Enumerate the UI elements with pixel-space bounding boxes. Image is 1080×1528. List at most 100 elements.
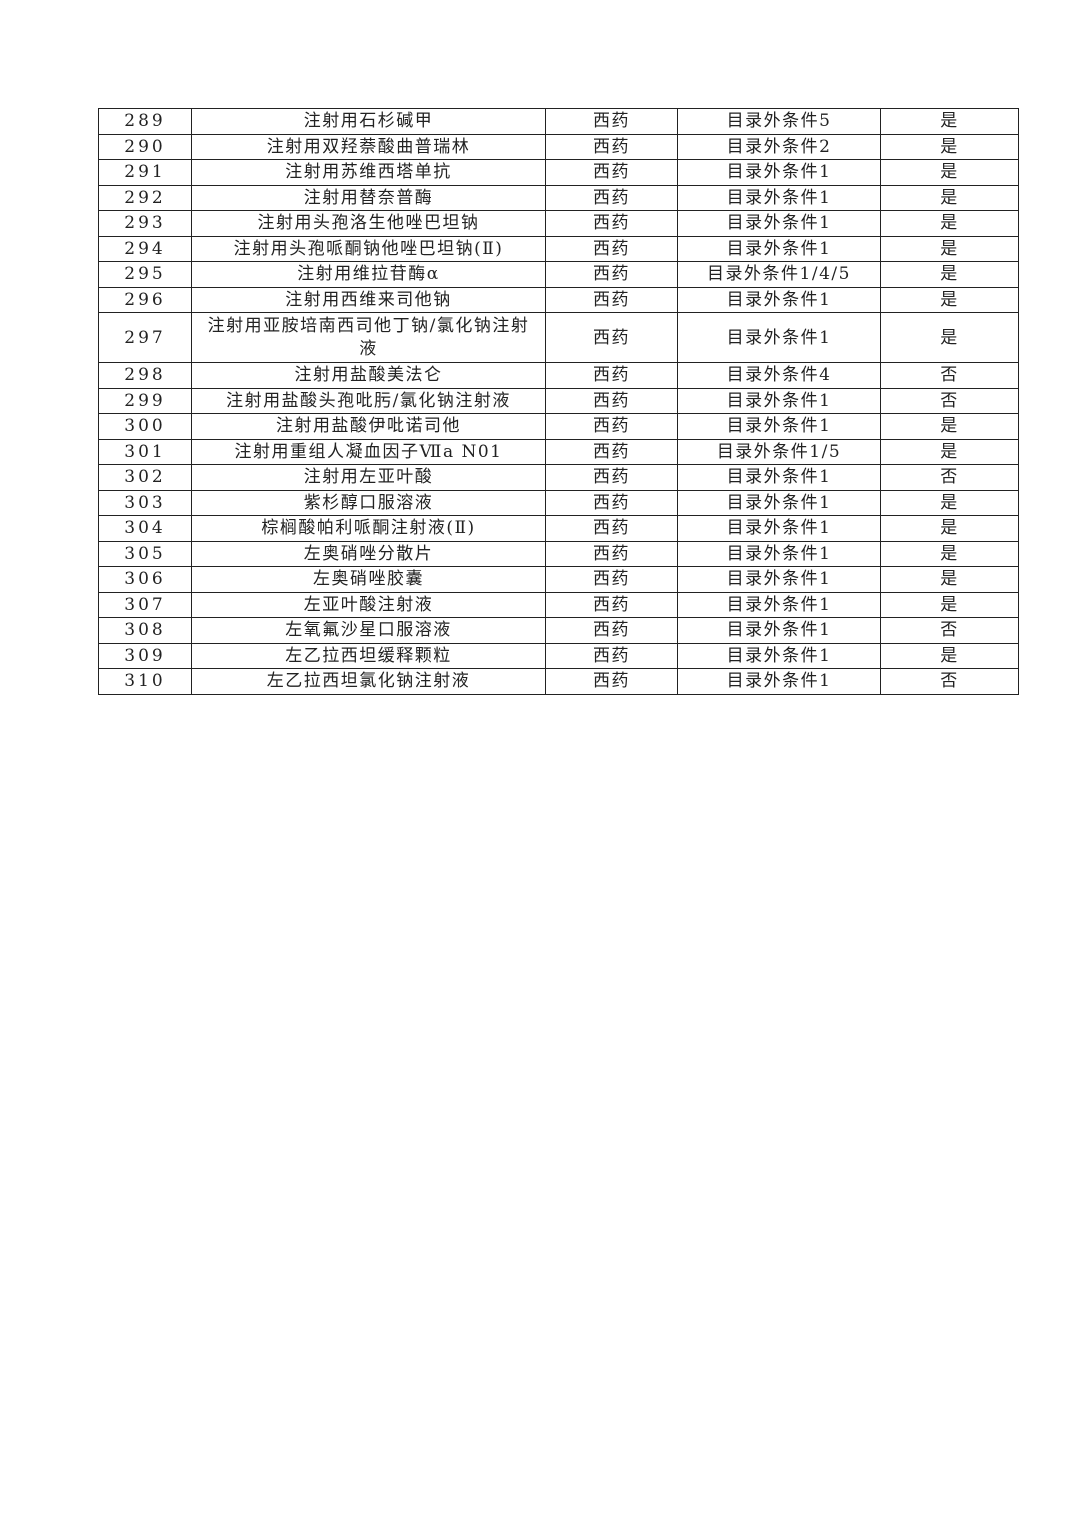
condition-cell: 目录外条件1 xyxy=(677,566,881,593)
drug-type-cell: 西药 xyxy=(545,261,678,288)
row-number-cell: 297 xyxy=(98,312,192,363)
drug-type-cell: 西药 xyxy=(545,312,678,363)
row-number-cell: 300 xyxy=(98,413,192,440)
row-number-cell: 298 xyxy=(98,362,192,389)
condition-cell: 目录外条件1 xyxy=(677,515,881,542)
flag-cell: 是 xyxy=(880,261,1019,288)
drug-name-cell: 左乙拉西坦缓释颗粒 xyxy=(191,642,546,669)
table-row: 294 注射用头孢哌酮钠他唑巴坦钠(Ⅱ) 西药 目录外条件1 是 xyxy=(98,235,1019,262)
drug-type-cell: 西药 xyxy=(545,387,678,414)
drug-type-cell: 西药 xyxy=(545,184,678,211)
condition-cell: 目录外条件1 xyxy=(677,591,881,618)
table-row: 301 注射用重组人凝血因子Ⅶa N01 西药 目录外条件1/5 是 xyxy=(98,438,1019,465)
row-number-cell: 296 xyxy=(98,286,192,313)
table-row: 300 注射用盐酸伊吡诺司他 西药 目录外条件1 是 xyxy=(98,413,1019,440)
drug-type-cell: 西药 xyxy=(545,515,678,542)
drug-name-cell: 紫杉醇口服溶液 xyxy=(191,489,546,516)
drug-type-cell: 西药 xyxy=(545,438,678,465)
drug-name-cell: 注射用盐酸美法仑 xyxy=(191,362,546,389)
flag-cell: 是 xyxy=(880,489,1019,516)
row-number-cell: 294 xyxy=(98,235,192,262)
condition-cell: 目录外条件1 xyxy=(677,413,881,440)
row-number-cell: 303 xyxy=(98,489,192,516)
table-row: 293 注射用头孢洛生他唑巴坦钠 西药 目录外条件1 是 xyxy=(98,210,1019,237)
drug-name-cell: 注射用左亚叶酸 xyxy=(191,464,546,491)
drug-name-cell: 注射用双羟萘酸曲普瑞林 xyxy=(191,133,546,160)
drug-name-cell: 注射用亚胺培南西司他丁钠/氯化钠注射液 xyxy=(191,312,546,363)
drug-type-cell: 西药 xyxy=(545,642,678,669)
row-number-cell: 299 xyxy=(98,387,192,414)
drug-type-cell: 西药 xyxy=(545,362,678,389)
table-row: 295 注射用维拉苷酶α 西药 目录外条件1/4/5 是 xyxy=(98,261,1019,288)
drug-name-cell: 左奥硝唑分散片 xyxy=(191,540,546,567)
drug-name-cell: 注射用头孢洛生他唑巴坦钠 xyxy=(191,210,546,237)
drug-list-table: 289 注射用石杉碱甲 西药 目录外条件5 是 290 注射用双羟萘酸曲普瑞林 西药 目录外条件… xyxy=(98,108,1019,695)
table-body: 289 注射用石杉碱甲 西药 目录外条件5 是 290 注射用双羟萘酸曲普瑞林 西药 目录外条件… xyxy=(98,108,1019,695)
table-row: 304 棕榈酸帕利哌酮注射液(Ⅱ) 西药 目录外条件1 是 xyxy=(98,515,1019,542)
flag-cell: 是 xyxy=(880,591,1019,618)
condition-cell: 目录外条件1 xyxy=(677,489,881,516)
row-number-cell: 305 xyxy=(98,540,192,567)
table-row: 310 左乙拉西坦氯化钠注射液 西药 目录外条件1 否 xyxy=(98,668,1019,695)
condition-cell: 目录外条件1 xyxy=(677,159,881,186)
drug-name-cell: 左亚叶酸注射液 xyxy=(191,591,546,618)
table-row: 303 紫杉醇口服溶液 西药 目录外条件1 是 xyxy=(98,489,1019,516)
row-number-cell: 292 xyxy=(98,184,192,211)
table-row: 292 注射用替奈普酶 西药 目录外条件1 是 xyxy=(98,184,1019,211)
drug-name-cell: 左奥硝唑胶囊 xyxy=(191,566,546,593)
flag-cell: 是 xyxy=(880,108,1019,135)
condition-cell: 目录外条件1 xyxy=(677,286,881,313)
drug-name-cell: 注射用石杉碱甲 xyxy=(191,108,546,135)
row-number-cell: 307 xyxy=(98,591,192,618)
drug-type-cell: 西药 xyxy=(545,566,678,593)
flag-cell: 是 xyxy=(880,438,1019,465)
table-row: 308 左氧氟沙星口服溶液 西药 目录外条件1 否 xyxy=(98,617,1019,644)
row-number-cell: 301 xyxy=(98,438,192,465)
drug-name-cell: 注射用维拉苷酶α xyxy=(191,261,546,288)
drug-name-cell: 注射用盐酸伊吡诺司他 xyxy=(191,413,546,440)
drug-type-cell: 西药 xyxy=(545,668,678,695)
drug-type-cell: 西药 xyxy=(545,540,678,567)
table-row: 309 左乙拉西坦缓释颗粒 西药 目录外条件1 是 xyxy=(98,642,1019,669)
drug-type-cell: 西药 xyxy=(545,286,678,313)
drug-type-cell: 西药 xyxy=(545,489,678,516)
condition-cell: 目录外条件1 xyxy=(677,617,881,644)
drug-type-cell: 西药 xyxy=(545,617,678,644)
table-row: 297 注射用亚胺培南西司他丁钠/氯化钠注射液 西药 目录外条件1 是 xyxy=(98,312,1019,363)
flag-cell: 是 xyxy=(880,184,1019,211)
flag-cell: 否 xyxy=(880,362,1019,389)
table-row: 298 注射用盐酸美法仑 西药 目录外条件4 否 xyxy=(98,362,1019,389)
row-number-cell: 308 xyxy=(98,617,192,644)
condition-cell: 目录外条件1 xyxy=(677,312,881,363)
table-row: 307 左亚叶酸注射液 西药 目录外条件1 是 xyxy=(98,591,1019,618)
condition-cell: 目录外条件1 xyxy=(677,464,881,491)
condition-cell: 目录外条件1 xyxy=(677,235,881,262)
condition-cell: 目录外条件1/4/5 xyxy=(677,261,881,288)
condition-cell: 目录外条件1 xyxy=(677,210,881,237)
row-number-cell: 290 xyxy=(98,133,192,160)
table-row: 289 注射用石杉碱甲 西药 目录外条件5 是 xyxy=(98,108,1019,135)
flag-cell: 是 xyxy=(880,133,1019,160)
drug-name-cell: 注射用头孢哌酮钠他唑巴坦钠(Ⅱ) xyxy=(191,235,546,262)
row-number-cell: 302 xyxy=(98,464,192,491)
condition-cell: 目录外条件1 xyxy=(677,387,881,414)
drug-type-cell: 西药 xyxy=(545,210,678,237)
table-row: 296 注射用西维来司他钠 西药 目录外条件1 是 xyxy=(98,286,1019,313)
drug-name-cell: 注射用西维来司他钠 xyxy=(191,286,546,313)
flag-cell: 是 xyxy=(880,642,1019,669)
condition-cell: 目录外条件5 xyxy=(677,108,881,135)
row-number-cell: 306 xyxy=(98,566,192,593)
drug-type-cell: 西药 xyxy=(545,464,678,491)
row-number-cell: 295 xyxy=(98,261,192,288)
drug-type-cell: 西药 xyxy=(545,133,678,160)
flag-cell: 否 xyxy=(880,387,1019,414)
drug-type-cell: 西药 xyxy=(545,108,678,135)
drug-type-cell: 西药 xyxy=(545,591,678,618)
row-number-cell: 310 xyxy=(98,668,192,695)
row-number-cell: 293 xyxy=(98,210,192,237)
flag-cell: 否 xyxy=(880,617,1019,644)
condition-cell: 目录外条件1 xyxy=(677,642,881,669)
row-number-cell: 289 xyxy=(98,108,192,135)
flag-cell: 是 xyxy=(880,540,1019,567)
flag-cell: 是 xyxy=(880,235,1019,262)
